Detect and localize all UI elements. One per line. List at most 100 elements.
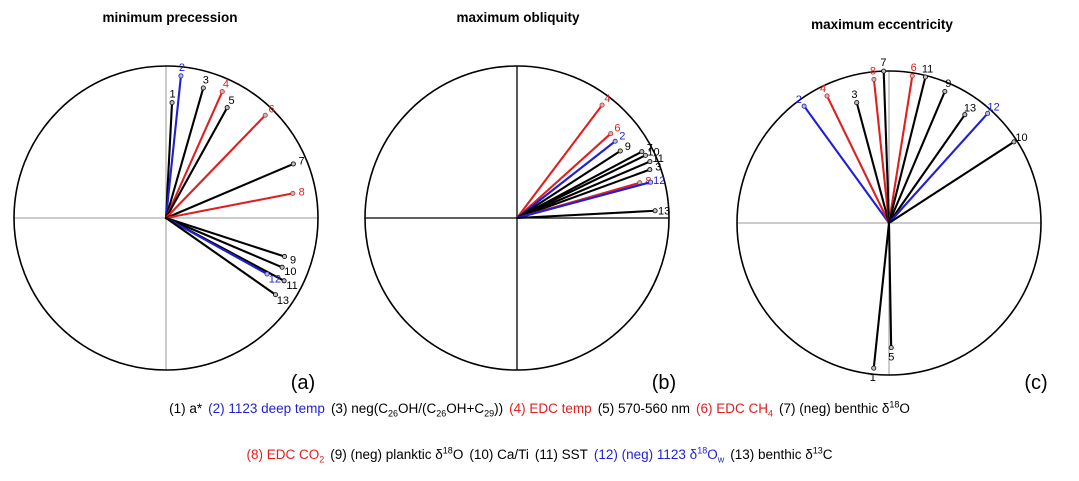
legend-item-5: (5) 570-560 nm bbox=[597, 400, 690, 416]
panel-c-vector-tip-1 bbox=[871, 365, 877, 371]
panel-b-vector-2 bbox=[515, 140, 617, 220]
panel-b-vector-label-3: 3 bbox=[655, 162, 661, 174]
panel-a-vector-label-9: 9 bbox=[290, 254, 296, 266]
panel-c-vector-9 bbox=[887, 90, 946, 225]
legend-item-13: (13) benthic δ13C bbox=[730, 445, 833, 462]
panel-b-vector-label-12: 12 bbox=[653, 175, 665, 187]
panel-a-vector-label-11: 11 bbox=[286, 280, 297, 292]
panel-b-vector-label-7: 7 bbox=[647, 142, 653, 154]
panel-b-title: maximum obliquity bbox=[456, 10, 580, 25]
panel-c-vector-13 bbox=[887, 113, 966, 225]
panel-b-vector-label-10: 10 bbox=[647, 146, 659, 158]
panel-a-vector-tip-4 bbox=[219, 89, 225, 95]
panel-b-vector-4 bbox=[515, 104, 604, 220]
panel-a-vector-tip-12 bbox=[264, 271, 270, 277]
panel-a-vector-tip-10 bbox=[279, 264, 285, 270]
panel-c-vector-label-1: 1 bbox=[870, 372, 876, 384]
panel-b-vector-tip-3 bbox=[647, 167, 653, 173]
panel-b-vector-label-11: 11 bbox=[652, 153, 663, 165]
legend-item-6: (6) EDC CH4 bbox=[696, 400, 774, 419]
legend-item-9: (9) (neg) planktic δ18O bbox=[330, 445, 464, 462]
legend-item-8: (8) EDC CO2 bbox=[246, 446, 325, 465]
panel-a-vector-10 bbox=[164, 216, 284, 269]
panel-a-vector-3 bbox=[164, 86, 205, 220]
panel-a-vector-9 bbox=[164, 216, 286, 258]
panel-a-vector-label-6: 6 bbox=[268, 104, 274, 116]
panel-c-vector-label-6: 6 bbox=[911, 62, 917, 74]
legend-line-1: (1) a* (2) 1123 deep temp (3) neg(C26OH/(C… bbox=[0, 399, 1079, 418]
panel-b-vector-tip-6 bbox=[608, 131, 614, 137]
panel-a-vector-tip-11 bbox=[281, 278, 287, 284]
panel-c-vector-label-4: 4 bbox=[820, 83, 826, 95]
panel-b-vector-tip-10 bbox=[642, 152, 648, 158]
panel-c-title: maximum eccentricity bbox=[811, 17, 953, 32]
panel-c-vector-1 bbox=[872, 221, 891, 370]
legend-item-7: (7) (neg) benthic δ18O bbox=[779, 399, 910, 416]
panel-c-vector-11 bbox=[887, 75, 927, 225]
panel-a-vector-6 bbox=[164, 114, 267, 220]
panel-b-vector-tip-7 bbox=[639, 149, 645, 155]
panel-b-vector-9 bbox=[515, 149, 622, 220]
panel-c-vector-12 bbox=[887, 112, 989, 225]
panel-b-vector-10 bbox=[515, 154, 647, 220]
panel-c-vector-tip-10 bbox=[1011, 139, 1017, 145]
panel-b-unit-circle bbox=[364, 65, 670, 371]
panel-c-vector-tip-13 bbox=[962, 112, 968, 118]
panel-a-vector-tip-9 bbox=[282, 254, 288, 260]
legend-item-12: (12) (neg) 1123 δ18Ow bbox=[593, 445, 725, 465]
panel-c-vector-label-2: 2 bbox=[796, 94, 802, 106]
panel-c-vector-tip-6 bbox=[909, 73, 915, 79]
panel-a-vector-label-10: 10 bbox=[284, 266, 296, 278]
panel-c-vector-label-5: 5 bbox=[888, 352, 894, 364]
panel-a-vector-tip-13 bbox=[273, 292, 279, 298]
panel-b-vector-13 bbox=[515, 209, 657, 220]
legend-item-3: (3) neg(C26OH/(C26OH+C29)) bbox=[330, 400, 504, 419]
panel-c-vector-tip-3 bbox=[854, 100, 860, 106]
panel-b-vector-3 bbox=[515, 168, 651, 220]
panel-b-vector-label-9: 9 bbox=[625, 141, 631, 153]
panel-c-maximum-eccentricity: maximum eccentricity (c) 2 4 3 87 6 11 9 13 12 10… bbox=[736, 17, 1048, 394]
panel-b-vector-tip-4 bbox=[599, 102, 605, 108]
panel-b-vector-6 bbox=[515, 132, 612, 220]
panel-a-vector-label-12: 12 bbox=[269, 273, 281, 285]
panel-a-vector-5 bbox=[164, 106, 229, 220]
panel-c-vector-label-10: 10 bbox=[1015, 132, 1027, 144]
legend-item-10: (10) Ca/Ti bbox=[469, 446, 529, 462]
panel-c-vector-3 bbox=[855, 101, 891, 225]
panel-c-vector-label-3: 3 bbox=[851, 89, 857, 101]
panel-b-vector-11 bbox=[515, 160, 651, 220]
panel-a-vector-label-13: 13 bbox=[277, 295, 289, 307]
panel-c-vector-tip-5 bbox=[888, 345, 894, 351]
panel-a-vector-tip-5 bbox=[224, 105, 230, 111]
panel-a-vector-tip-1 bbox=[169, 100, 175, 106]
panel-a-vector-8 bbox=[164, 192, 294, 220]
panel-b-vector-label-13: 13 bbox=[658, 205, 670, 217]
panel-c-vector-label-11: 11 bbox=[922, 63, 933, 75]
panel-c-vector-2 bbox=[803, 105, 891, 225]
panel-b-vector-12 bbox=[515, 181, 652, 220]
panel-b-vector-tip-12 bbox=[648, 179, 654, 185]
legend-item-2: (2) 1123 deep temp bbox=[208, 400, 325, 416]
panel-c-vector-tip-9 bbox=[942, 88, 948, 94]
panel-a-vector-label-7: 7 bbox=[299, 155, 305, 167]
panel-a-vector-label-3: 3 bbox=[203, 74, 209, 86]
panel-c-label: (c) bbox=[1024, 372, 1047, 394]
legend-item-11: (11) SST bbox=[534, 446, 588, 462]
panel-c-vector-7 bbox=[882, 70, 891, 225]
panel-a-vector-tip-7 bbox=[290, 161, 296, 167]
panel-c-vector-5 bbox=[887, 221, 893, 349]
panel-a-vector-label-1: 1 bbox=[169, 89, 175, 101]
panel-c-vector-tip-2 bbox=[801, 103, 807, 109]
panel-a-vector-label-2: 2 bbox=[179, 62, 185, 74]
panel-a-vector-tip-2 bbox=[178, 73, 184, 79]
panel-a-vector-tip-3 bbox=[200, 85, 206, 91]
panel-b-vector-tip-11 bbox=[647, 159, 653, 165]
panel-b-vector-label-2: 2 bbox=[619, 131, 625, 143]
panel-c-vector-label-12: 12 bbox=[988, 102, 1000, 114]
panel-c-vector-label-13: 13 bbox=[964, 102, 976, 114]
panel-c-vector-tip-7 bbox=[881, 68, 887, 74]
panel-b-vector-tip-9 bbox=[617, 148, 623, 154]
panel-c-vector-label-9: 9 bbox=[945, 78, 951, 90]
panel-c-vector-4 bbox=[825, 94, 891, 225]
